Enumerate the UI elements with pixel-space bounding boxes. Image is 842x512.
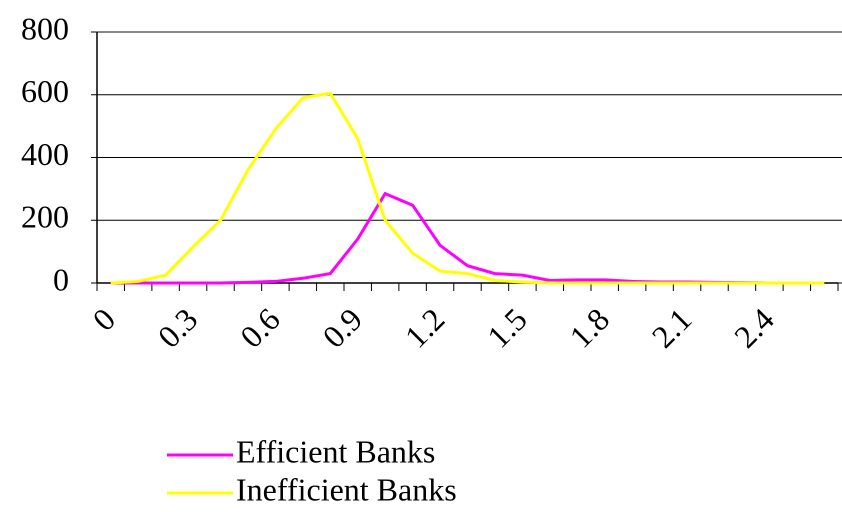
x-tick-label: 0.3 <box>151 301 205 355</box>
x-tick-label: 0.9 <box>315 301 369 355</box>
x-tick-label: 2.1 <box>645 301 699 355</box>
series-line <box>110 91 825 285</box>
x-tick-label: 0 <box>85 301 122 338</box>
x-tick-label: 1.2 <box>398 301 452 355</box>
y-tick-label: 0 <box>53 261 69 297</box>
y-tick-label: 600 <box>21 73 69 109</box>
legend-label: Inefficient Banks <box>236 471 457 507</box>
x-tick-label: 2.4 <box>727 301 781 355</box>
x-tick-label: 1.5 <box>480 301 534 355</box>
x-tick-label: 1.8 <box>562 301 616 355</box>
legend-label: Efficient Banks <box>236 433 435 469</box>
x-tick-label: 0.6 <box>233 301 287 355</box>
y-tick-label: 400 <box>21 136 69 172</box>
series-line <box>110 191 825 285</box>
y-tick-label: 800 <box>21 10 69 46</box>
y-tick-label: 200 <box>21 199 69 235</box>
